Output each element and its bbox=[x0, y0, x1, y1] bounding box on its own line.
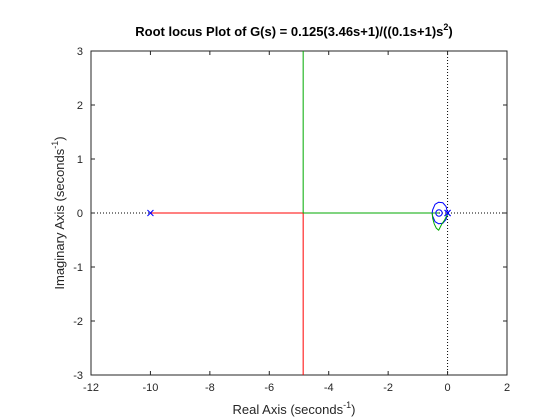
y-tick-label: 3 bbox=[77, 46, 83, 58]
locus-branches bbox=[150, 51, 449, 375]
pole-zero-markers bbox=[147, 209, 451, 217]
y-tick-label: 1 bbox=[77, 154, 83, 166]
y-axis-label-close: ) bbox=[52, 136, 67, 140]
x-tick-label: -4 bbox=[324, 382, 334, 394]
chart-title-close: ) bbox=[448, 24, 452, 39]
locus-branch-4 bbox=[431, 212, 448, 231]
pole-marker bbox=[147, 209, 154, 217]
zero-marker bbox=[435, 209, 443, 217]
x-tick-label: 0 bbox=[445, 382, 451, 394]
y-tick-label: 2 bbox=[77, 100, 83, 112]
locus-branch-2 bbox=[302, 51, 439, 214]
y-tick-label: 0 bbox=[77, 208, 83, 220]
chart-title: Root locus Plot of G(s) = 0.125(3.46s+1)… bbox=[135, 22, 453, 39]
y-tick-label: -1 bbox=[73, 262, 83, 274]
chart-title-main: Root locus Plot of G(s) = 0.125(3.46s+1)… bbox=[135, 24, 443, 39]
y-axis-label: Imaginary Axis (seconds-1) bbox=[50, 136, 67, 289]
x-tick-label: -8 bbox=[205, 382, 215, 394]
x-axis-label-main: Real Axis (seconds bbox=[233, 402, 344, 417]
x-tick-label: -6 bbox=[264, 382, 274, 394]
x-tick-label: 2 bbox=[504, 382, 510, 394]
x-axis-ticks: -12 -10 -8 -6 -4 -2 0 2 bbox=[83, 51, 510, 394]
x-tick-label: -10 bbox=[142, 382, 158, 394]
y-axis-label-main: Imaginary Axis (seconds bbox=[52, 148, 67, 289]
y-axis-ticks: -3 -2 -1 0 1 2 3 bbox=[73, 46, 507, 382]
y-axis-label-exponent: -1 bbox=[50, 141, 60, 149]
x-tick-label: -12 bbox=[83, 382, 99, 394]
y-tick-label: -2 bbox=[73, 316, 83, 328]
chart-title-exponent: 2 bbox=[443, 22, 448, 32]
pole-marker bbox=[444, 209, 451, 217]
x-axis-label: Real Axis (seconds-1) bbox=[233, 400, 356, 417]
x-axis-label-exponent: -1 bbox=[343, 400, 351, 410]
x-tick-label: -2 bbox=[383, 382, 393, 394]
x-axis-label-close: ) bbox=[351, 402, 355, 417]
y-tick-label: -3 bbox=[73, 370, 83, 382]
